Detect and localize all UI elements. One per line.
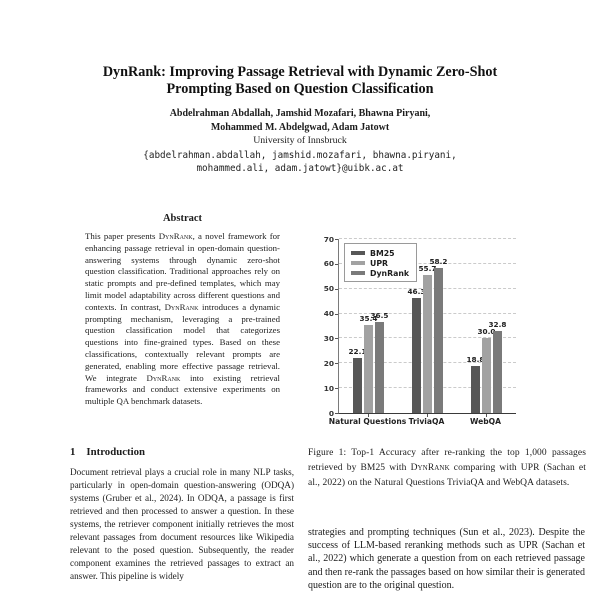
text-segment: This paper presents [85,231,159,241]
chart-xtick-mark [426,414,428,417]
chart-legend: BM25 UPR DynRank [344,243,418,282]
abstract-heading: Abstract [162,213,203,224]
paper-title-line2: Prompting Based on Question Classificati… [166,81,434,97]
authors-line2: Mohammed M. Abdelgwad, Adam Jatowt [210,121,390,133]
text-segment: into existing retrieval frameworks and c… [85,372,280,407]
chart-bar-value: 18.8 [466,355,485,365]
chart-bar-value: 30.0 [477,327,496,337]
chart-ytick-label: 30 [323,333,334,343]
authors: Abdelrahman Abdallah, Jamshid Mozafari, … [0,107,600,134]
smallcaps-term: DynRank [164,301,199,312]
chart-bar [434,268,443,413]
paper-title: DynRank: Improving Passage Retrieval wit… [0,64,600,98]
legend-swatch [351,251,365,255]
chart-ytick-mark [335,239,338,240]
chart-bar [471,366,480,413]
legend-item: DynRank [351,268,409,278]
legend-label: DynRank [370,268,410,278]
section-title: Introduction [86,446,146,458]
author-emails: {abdelrahman.abdallah, jamshid.mozafari,… [0,149,600,175]
text-segment: Figure 1: Top-1 Accuracy after re-rankin… [308,448,586,473]
smallcaps-term: DynRank [146,372,181,383]
text-segment: , a novel framework for enhancing passag… [85,231,280,312]
chart-bar [423,274,432,413]
chart-ytick-label: 70 [323,234,334,244]
chart-bar [482,338,491,413]
chart-ytick-label: 20 [323,358,334,368]
text-segment: comparing with UPR (Sachan et al., 2022)… [308,462,586,488]
legend-item: BM25 [351,248,409,258]
authors-line1: Abdelrahman Abdallah, Jamshid Mozafari, … [169,108,431,119]
chart-bar-value: 35.4 [359,314,378,324]
affiliation: University of Innsbruck [253,135,347,146]
chart-plot-area: 22.1 35.4 36.5 46.3 55.7 58.2 18.8 30.0 32.8 [338,238,516,414]
chart-ytick-mark [335,413,338,414]
smallcaps-term: DynRank [410,462,450,473]
text-segment: introduces a dynamic prompting mechanism… [85,301,280,383]
chart-ytick-label: 40 [323,309,334,319]
abstract-body: This paper presents DynRank, a novel fra… [85,231,280,408]
chart-bar-value: 32.8 [488,320,507,330]
legend-swatch [351,271,365,275]
emails-line2: mohammed.ali, adam.jatowt}@uibk.ac.at [196,163,404,174]
paper-title-line1: DynRank: Improving Passage Retrieval wit… [102,64,498,80]
chart-bar [375,322,384,413]
chart-xtick-label: Natural Questions [328,417,407,426]
chart-ytick-mark [335,288,338,290]
chart-ytick-mark [335,363,338,365]
chart-xtick-label: TriviaQA [408,417,445,426]
introduction-body: Document retrieval plays a crucial role … [70,467,294,581]
chart-ytick-label: 10 [323,383,334,393]
chart-ytick-label: 60 [323,259,334,269]
legend-swatch [351,261,365,265]
chart-ytick-label: 50 [323,284,334,294]
chart-xtick-mark [367,414,369,417]
chart-bar [364,325,373,413]
chart-gridline [339,262,516,264]
chart-ytick-label: 0 [328,408,334,418]
legend-label: BM25 [370,248,395,258]
chart-ytick-mark [335,313,338,315]
legend-label: UPR [370,258,389,268]
chart-bar-value: 36.5 [370,311,389,321]
section-number: 1 [70,446,76,458]
chart-bar-value: 55.7 [418,263,437,273]
chart-bar-value: 58.2 [429,257,448,267]
chart-ytick-mark [335,338,338,340]
chart-xtick-mark [485,414,487,417]
figure-caption: Figure 1: Top-1 Accuracy after re-rankin… [308,446,586,490]
chart-gridline [339,238,516,239]
smallcaps-term: DynRank [158,231,193,241]
chart-ytick-mark [335,263,338,265]
legend-item: UPR [351,258,409,268]
chart-bar-value: 46.3 [407,286,426,296]
chart-xtick-label: WebQA [469,417,502,426]
chart-bar [493,331,502,413]
chart-bar [353,358,362,413]
emails-line1: {abdelrahman.abdallah, jamshid.mozafari,… [143,150,457,161]
chart-bar-value: 22.1 [348,347,367,357]
right-column-body: strategies and prompting techniques (Sun… [308,527,585,591]
chart-bar [412,297,421,413]
chart-ytick-mark [335,388,338,390]
figure-chart: 22.1 35.4 36.5 46.3 55.7 58.2 18.8 30.0 32.8 BM2… [312,230,522,430]
introduction-heading: 1 Introduction [70,446,295,458]
